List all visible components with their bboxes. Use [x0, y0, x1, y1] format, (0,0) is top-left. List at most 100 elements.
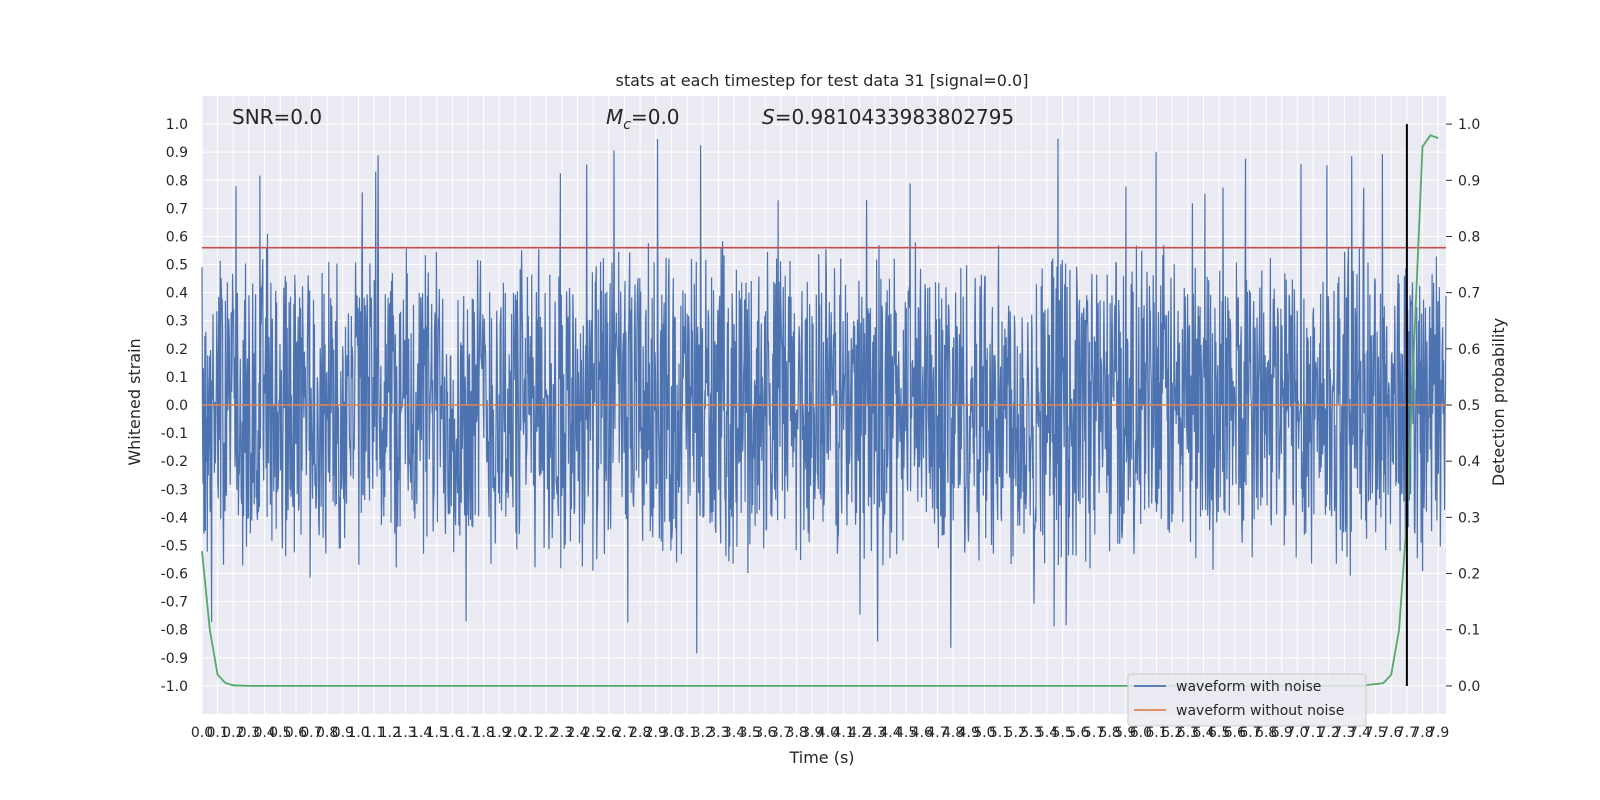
- y2-axis-ticks: 0.0 0.1 0.2 0.3 0.4 0.5 0.6 0.7 0.8 0.9 1.0: [1446, 117, 1480, 695]
- x-tick-label: 2.9: [645, 725, 667, 741]
- x-tick-label: 1.8: [473, 725, 495, 741]
- x-tick-label: 5.5: [1051, 725, 1073, 741]
- x-tick-label: 2.6: [598, 725, 620, 741]
- chirp-mass-value: =0.0: [631, 105, 680, 129]
- x-tick-label: 7.8: [1411, 725, 1433, 741]
- y-tick-label: -1.0: [161, 679, 188, 695]
- x-tick-label: 7.4: [1349, 725, 1371, 741]
- x-tick-label: 0.9: [332, 725, 354, 741]
- x-tick-label: 3.5: [739, 725, 761, 741]
- y-tick-label: 0.2: [166, 342, 188, 358]
- x-tick-label: 0.7: [300, 725, 322, 741]
- x-tick-label: 6.4: [1192, 725, 1214, 741]
- x-tick-label: 5.2: [1005, 725, 1027, 741]
- y2-tick-label: 0.5: [1458, 398, 1480, 414]
- x-tick-label: 4.2: [848, 725, 870, 741]
- y2-tick-label: 0.4: [1458, 454, 1480, 470]
- y-tick-label: -0.6: [161, 567, 188, 583]
- y-tick-label: -0.4: [161, 510, 188, 526]
- y2-tick-label: 0.8: [1458, 229, 1480, 245]
- x-tick-label: 0.0: [191, 725, 213, 741]
- x-tick-label: 1.5: [426, 725, 448, 741]
- x-tick-label: 4.1: [832, 725, 854, 741]
- x-tick-label: 1.0: [347, 725, 369, 741]
- x-tick-label: 0.2: [222, 725, 244, 741]
- x-axis-label: Time (s): [788, 748, 854, 767]
- x-tick-label: 7.0: [1286, 725, 1308, 741]
- overlay-layer: [201, 124, 1446, 687]
- x-tick-label: 1.7: [457, 725, 479, 741]
- y-tick-label: 1.0: [166, 117, 188, 133]
- legend-label-noise: waveform with noise: [1176, 679, 1321, 695]
- x-tick-label: 4.7: [926, 725, 948, 741]
- score-value: =0.9810433983802795: [775, 105, 1014, 129]
- x-tick-label: 5.0: [973, 725, 995, 741]
- y-tick-label: -0.5: [161, 538, 188, 554]
- x-tick-label: 6.5: [1208, 725, 1230, 741]
- y2-tick-label: 0.2: [1458, 567, 1480, 583]
- x-tick-label: 6.1: [1145, 725, 1167, 741]
- x-tick-label: 2.4: [566, 725, 588, 741]
- x-tick-label: 2.0: [504, 725, 526, 741]
- x-tick-label: 3.6: [754, 725, 776, 741]
- score-annotation: S=0.9810433983802795: [762, 105, 1014, 129]
- y-axis-label: Whitened strain: [125, 338, 144, 465]
- x-tick-label: 2.1: [519, 725, 541, 741]
- snr-annotation: SNR=0.0: [232, 105, 322, 129]
- x-tick-label: 6.6: [1224, 725, 1246, 741]
- y-axis-ticks: -1.0 -0.9 -0.8 -0.7 -0.6 -0.5 -0.4 -0.3 -0.2 -0.1…: [161, 117, 188, 695]
- x-tick-label: 3.3: [707, 725, 729, 741]
- x-tick-label: 7.6: [1380, 725, 1402, 741]
- x-tick-label: 4.0: [817, 725, 839, 741]
- y2-tick-label: 0.9: [1458, 173, 1480, 189]
- x-tick-label: 5.3: [1020, 725, 1042, 741]
- y2-tick-label: 0.0: [1458, 679, 1480, 695]
- x-tick-label: 0.8: [316, 725, 338, 741]
- x-tick-label: 2.2: [535, 725, 557, 741]
- x-tick-label: 3.2: [692, 725, 714, 741]
- x-tick-label: 4.4: [879, 725, 901, 741]
- x-tick-label: 2.5: [582, 725, 604, 741]
- y2-tick-label: 0.1: [1458, 623, 1480, 639]
- x-tick-label: 4.6: [911, 725, 933, 741]
- x-tick-label: 5.4: [1036, 725, 1058, 741]
- y-tick-label: 0.0: [166, 398, 188, 414]
- x-tick-label: 0.1: [207, 725, 229, 741]
- y-tick-label: 0.9: [166, 145, 188, 161]
- x-tick-label: 1.1: [363, 725, 385, 741]
- x-tick-label: 6.3: [1177, 725, 1199, 741]
- x-tick-label: 1.3: [394, 725, 416, 741]
- x-tick-label: 1.6: [441, 725, 463, 741]
- x-tick-label: 7.9: [1427, 725, 1449, 741]
- legend-box: [1127, 673, 1367, 727]
- y-tick-label: -0.7: [161, 595, 188, 611]
- y-tick-label: -0.1: [161, 426, 188, 442]
- x-tick-label: 7.2: [1318, 725, 1340, 741]
- x-tick-label: 1.2: [379, 725, 401, 741]
- y-tick-label: -0.9: [161, 651, 188, 667]
- x-tick-label: 7.3: [1333, 725, 1355, 741]
- x-tick-label: 3.4: [723, 725, 745, 741]
- y-tick-label: 0.7: [166, 201, 188, 217]
- y2-tick-label: 0.3: [1458, 510, 1480, 526]
- x-tick-label: 6.8: [1255, 725, 1277, 741]
- x-tick-label: 5.8: [1098, 725, 1120, 741]
- y-tick-label: 0.6: [166, 229, 188, 245]
- x-tick-label: 3.7: [770, 725, 792, 741]
- chirp-mass-symbol: M: [606, 105, 623, 129]
- x-tick-label: 6.7: [1239, 725, 1261, 741]
- x-tick-label: 3.1: [676, 725, 698, 741]
- x-tick-label: 0.6: [285, 725, 307, 741]
- x-tick-label: 6.9: [1271, 725, 1293, 741]
- x-tick-label: 5.9: [1114, 725, 1136, 741]
- series-layer: [201, 138, 1447, 654]
- legend-label-clean: waveform without noise: [1176, 703, 1344, 719]
- chirp-mass-annotation: Mc=0.0: [606, 105, 680, 133]
- legend: waveform with noise waveform without noi…: [1127, 673, 1367, 727]
- y-tick-label: 0.4: [166, 286, 188, 302]
- x-tick-label: 0.5: [269, 725, 291, 741]
- x-tick-label: 3.9: [801, 725, 823, 741]
- y-tick-label: 0.3: [166, 314, 188, 330]
- y-tick-label: 0.5: [166, 258, 188, 274]
